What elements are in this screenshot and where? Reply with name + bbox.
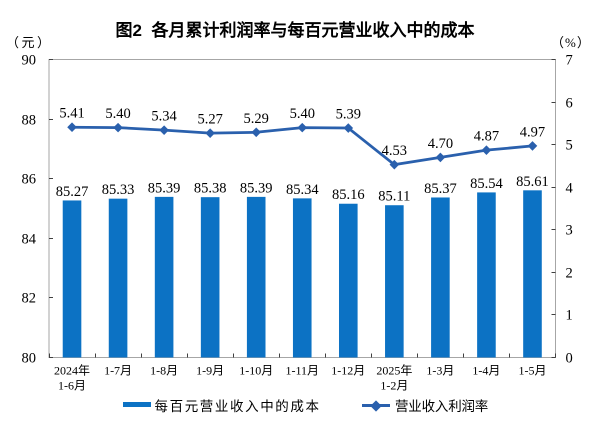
bar (108, 198, 128, 358)
left-axis-unit-label: （元） (6, 35, 53, 50)
line-marker-diamond (389, 159, 400, 170)
line-series-path (72, 125, 533, 167)
x-category-label-line1: 1-11月 (285, 364, 319, 378)
line-marker-diamond (435, 152, 446, 163)
left-axis-tick-label: 84 (22, 232, 37, 248)
right-axis-tick-label: 1 (566, 308, 573, 324)
x-category-label-line1: 1-9月 (196, 364, 224, 378)
left-axis-tick-label: 90 (22, 53, 37, 69)
x-category-label-line1: 1-10月 (239, 364, 273, 378)
line-marker-diamond (343, 123, 354, 133)
line-marker-diamond (251, 127, 262, 138)
bar (477, 192, 496, 358)
right-axis-tick-label: 3 (566, 223, 573, 239)
bar (246, 196, 266, 358)
bar-value-label: 85.11 (378, 189, 410, 205)
bar-value-label: 85.54 (470, 176, 503, 192)
bar-value-label: 85.39 (148, 180, 181, 196)
line-value-label: 5.40 (290, 106, 315, 122)
left-axis-tick-label: 88 (22, 113, 37, 129)
x-category-label-line1: 1-5月 (518, 364, 546, 378)
chart-title: 图2 各月累计利润率与每百元营业收入中的成本 (115, 21, 475, 40)
bar (62, 200, 82, 358)
right-axis-tick-label: 6 (566, 96, 573, 112)
x-category-label-line1: 2025年 (376, 364, 412, 378)
line-marker-diamond (159, 125, 169, 135)
line-value-label: 5.39 (336, 107, 361, 123)
bar (200, 197, 220, 358)
right-axis-tick-label: 0 (566, 351, 573, 367)
left-axis-tick-label: 82 (22, 291, 37, 307)
right-axis-tick-label: 7 (566, 53, 573, 69)
x-category-label-line1: 1-8月 (150, 364, 178, 378)
line-marker-diamond (527, 141, 538, 151)
x-category-label-line2: 1-2月 (380, 379, 408, 393)
bar (292, 198, 312, 358)
bar-value-label: 85.39 (240, 180, 273, 196)
bar-value-label: 85.33 (102, 182, 135, 198)
right-axis-tick-label: 4 (566, 181, 574, 197)
bar-value-label: 85.61 (516, 174, 549, 190)
bar-value-label: 85.16 (332, 187, 365, 203)
bar (385, 205, 404, 358)
x-category-label-line1: 1-4月 (472, 364, 500, 378)
right-axis-tick-label: 2 (566, 266, 573, 282)
right-axis-unit-label: （%） (551, 35, 591, 50)
bar (523, 190, 542, 358)
line-value-label: 5.41 (59, 106, 84, 122)
x-category-label-line1: 1-12月 (331, 364, 365, 378)
x-category-label-line1: 2024年 (54, 364, 90, 378)
line-value-label: 5.34 (151, 109, 177, 125)
left-axis-tick-label: 86 (22, 172, 37, 188)
x-category-label-line1: 1-7月 (104, 364, 132, 378)
bar-value-label: 85.27 (56, 184, 89, 200)
bar (338, 203, 358, 358)
line-marker-diamond (67, 122, 77, 132)
left-axis-tick-label: 80 (22, 351, 37, 367)
x-category-label-line2: 1-6月 (58, 379, 86, 393)
right-axis-tick-label: 5 (566, 138, 573, 154)
bar-value-label: 85.37 (424, 181, 457, 197)
x-category-label-line1: 1-3月 (426, 364, 454, 378)
line-marker-diamond (297, 122, 308, 133)
bar (431, 197, 450, 358)
line-marker-diamond (113, 122, 123, 133)
bar (154, 196, 174, 358)
line-marker-diamond (481, 145, 492, 155)
bar-value-label: 85.38 (194, 181, 227, 197)
line-value-label: 5.40 (105, 106, 130, 122)
line-value-label: 4.97 (520, 124, 545, 140)
line-value-label: 4.87 (474, 129, 499, 145)
bar-value-label: 85.34 (286, 182, 319, 198)
line-value-label: 5.29 (244, 111, 269, 127)
line-value-label: 4.70 (428, 136, 453, 152)
line-marker-diamond (205, 128, 215, 138)
line-value-label: 5.27 (197, 112, 222, 128)
line-value-label: 4.53 (382, 143, 407, 159)
